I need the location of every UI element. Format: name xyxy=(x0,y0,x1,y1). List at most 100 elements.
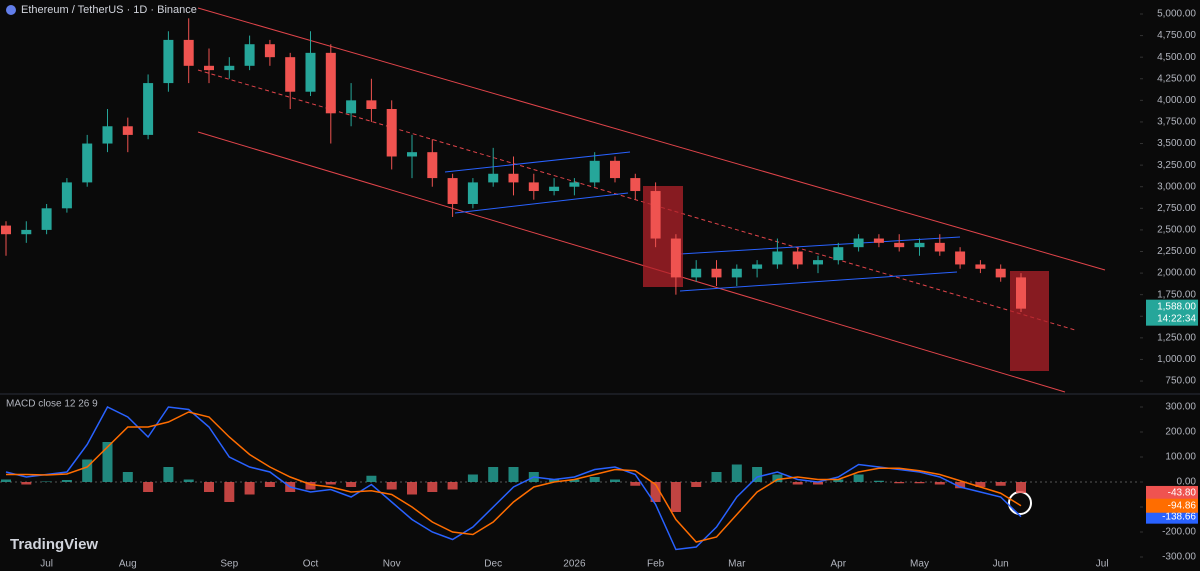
histogram-bar xyxy=(224,482,235,502)
histogram-bar xyxy=(305,482,316,490)
x-tick-label: Oct xyxy=(303,559,319,570)
x-tick-label: Jul xyxy=(40,559,53,570)
histogram-bar xyxy=(914,482,925,484)
y-tick-label: 3,500.00 xyxy=(1157,138,1196,149)
y-tick-label: 5,000.00 xyxy=(1157,9,1196,20)
x-tick-label: Nov xyxy=(383,559,401,570)
histogram-bar xyxy=(427,482,438,492)
x-tick-label: Dec xyxy=(484,559,502,570)
candle-body xyxy=(1,225,11,235)
histogram-bar xyxy=(894,482,905,484)
candle-body xyxy=(285,57,296,92)
channel-upper xyxy=(197,7,1106,271)
histogram-bar xyxy=(772,474,783,482)
histogram-bar xyxy=(61,480,72,482)
price-tag: 1,588.00 xyxy=(1157,301,1196,312)
candle-body xyxy=(670,238,681,278)
y-tick-label: 2,750.00 xyxy=(1157,203,1196,214)
histogram-bar xyxy=(82,459,93,482)
candle-body xyxy=(508,173,519,183)
candle-body xyxy=(650,191,661,239)
y-tick-label: 1,750.00 xyxy=(1157,289,1196,300)
candle-body xyxy=(102,126,113,144)
candle-body xyxy=(731,268,742,278)
histogram-bar xyxy=(264,482,275,487)
y-tick-label: 300.00 xyxy=(1165,402,1196,413)
indicator-line xyxy=(5,406,1022,551)
series-tag: -43.80 xyxy=(1168,488,1197,499)
candle-body xyxy=(955,251,966,265)
candle-body xyxy=(467,182,478,204)
indicator-title: MACD close 12 26 9 xyxy=(6,399,98,410)
histogram-bar xyxy=(752,467,763,482)
candle-body xyxy=(975,264,986,269)
y-tick-label: 3,250.00 xyxy=(1157,160,1196,171)
candle-body xyxy=(569,182,580,187)
x-tick-label: Sep xyxy=(220,559,238,570)
candle-body xyxy=(305,52,316,92)
candle-body xyxy=(183,39,194,66)
histogram-bar xyxy=(346,482,357,487)
series-tag: -94.86 xyxy=(1168,500,1197,511)
histogram-bar xyxy=(792,482,803,485)
candle-body xyxy=(204,65,214,71)
histogram-bar xyxy=(143,482,154,492)
y-tick-label: -200.00 xyxy=(1162,527,1196,538)
target-box xyxy=(1010,271,1049,371)
x-tick-label: Jun xyxy=(993,559,1009,570)
candle-body xyxy=(528,182,539,192)
series-tag-bg xyxy=(1146,509,1198,524)
candle-body xyxy=(914,242,925,248)
range-upper xyxy=(679,236,961,255)
candle-body xyxy=(122,126,133,135)
countdown: 14:22:34 xyxy=(1157,313,1196,324)
candle-body xyxy=(792,251,803,265)
series-tag-bg xyxy=(1146,498,1198,513)
candle-body xyxy=(589,160,600,183)
histogram-bar xyxy=(366,475,377,482)
histogram-bar xyxy=(447,482,458,490)
y-tick-label: 750.00 xyxy=(1165,376,1196,387)
histogram-bar xyxy=(325,482,336,485)
candle-body xyxy=(346,100,357,114)
histogram-bar xyxy=(995,482,1006,486)
candle-body xyxy=(224,65,235,71)
histogram-bar xyxy=(508,467,519,482)
candle-body xyxy=(610,160,620,179)
histogram-bar xyxy=(122,472,133,482)
candle-body xyxy=(488,173,499,183)
candle-body xyxy=(407,152,417,157)
series-tag-bg xyxy=(1146,485,1198,500)
candle-body xyxy=(82,143,93,183)
y-tick-label: 200.00 xyxy=(1165,427,1196,438)
y-tick-label: 2,000.00 xyxy=(1157,268,1196,279)
histogram-bar xyxy=(873,480,884,482)
flag-upper xyxy=(444,151,631,173)
x-tick-label: Jul xyxy=(1096,559,1109,570)
histogram-bar xyxy=(650,482,661,502)
y-tick-label: 4,750.00 xyxy=(1157,30,1196,41)
candle-body xyxy=(61,182,72,209)
histogram-bar xyxy=(569,479,580,482)
x-tick-label: Feb xyxy=(647,559,665,570)
histogram-bar xyxy=(610,479,620,482)
histogram-bar xyxy=(204,482,214,492)
candle-body xyxy=(853,238,864,248)
candle-body xyxy=(447,178,458,204)
histogram-bar xyxy=(407,482,417,495)
indicator-line xyxy=(6,411,1022,543)
candle-body xyxy=(325,52,336,114)
logo: TradingView xyxy=(10,536,98,553)
candle-body xyxy=(264,44,275,58)
series-tag: -138.66 xyxy=(1162,511,1196,522)
histogram-bar xyxy=(813,482,823,485)
histogram-bar xyxy=(975,482,986,487)
candle-body xyxy=(386,108,397,157)
candle-body xyxy=(143,83,154,135)
x-tick-label: Mar xyxy=(728,559,746,570)
candle-body xyxy=(934,242,945,252)
histogram-bar xyxy=(41,481,52,482)
x-tick-label: Apr xyxy=(831,559,847,570)
